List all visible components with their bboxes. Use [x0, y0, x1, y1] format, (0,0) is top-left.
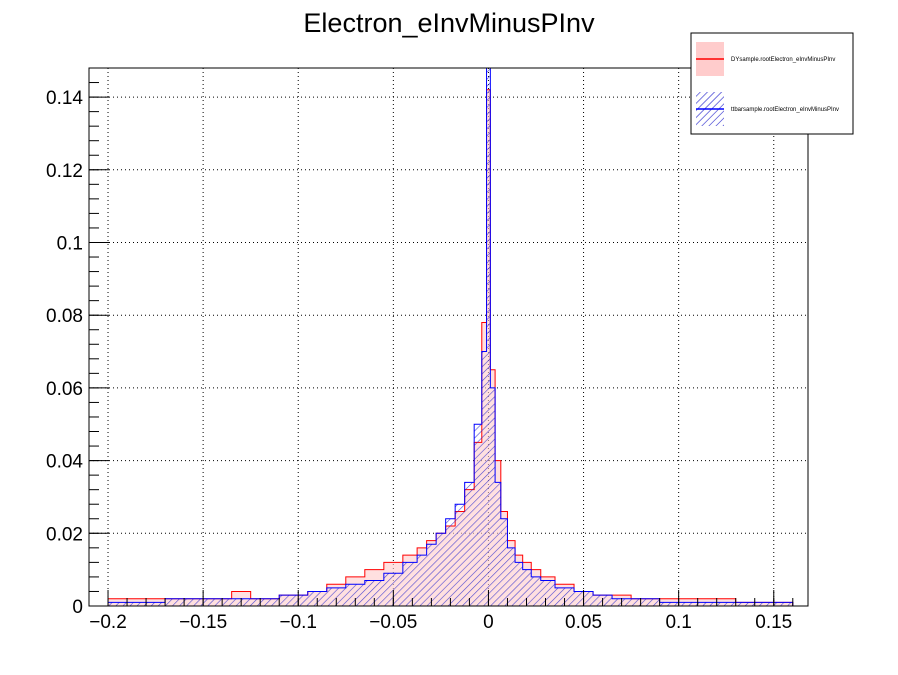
chart-title: Electron_eInvMinusPInv	[303, 8, 595, 38]
x-tick-label: 0.05	[565, 612, 602, 633]
x-tick-label: −0.1	[279, 612, 317, 633]
x-tick-label: 0.15	[755, 612, 792, 633]
legend-label-dy: DYsample.rootElectron_eInvMinusPInv	[731, 57, 835, 63]
y-axis: 0 0.02 0.04 0.06 0.08 0.1 0.12 0.14	[46, 67, 109, 618]
x-tick-label: 0	[483, 612, 494, 633]
y-tick-label: 0.04	[46, 452, 83, 473]
legend: DYsample.rootElectron_eInvMinusPInv ttba…	[690, 32, 854, 135]
plot-frame	[88, 67, 809, 607]
legend-label-ttbar: ttbarsample.rootElectron_eInvMinusPInv	[731, 107, 839, 113]
x-tick-label: −0.2	[89, 612, 127, 633]
x-tick-label: −0.15	[179, 612, 227, 633]
y-tick-label: 0.14	[46, 88, 83, 109]
y-tick-label: 0	[72, 597, 83, 618]
y-tick-label: 0.02	[46, 524, 83, 545]
x-axis: −0.2 −0.15 −0.1 −0.05 0 0.05 0.1 0.15	[88, 590, 794, 633]
histogram-ttbar	[107, 67, 794, 607]
series-layer	[107, 67, 794, 607]
y-tick-label: 0.06	[46, 379, 83, 400]
x-tick-label: −0.05	[369, 612, 417, 633]
y-tick-label: 0.08	[46, 306, 83, 327]
y-tick-label: 0.1	[57, 233, 83, 254]
y-tick-label: 0.12	[46, 161, 83, 182]
x-tick-label: 0.1	[665, 612, 691, 633]
